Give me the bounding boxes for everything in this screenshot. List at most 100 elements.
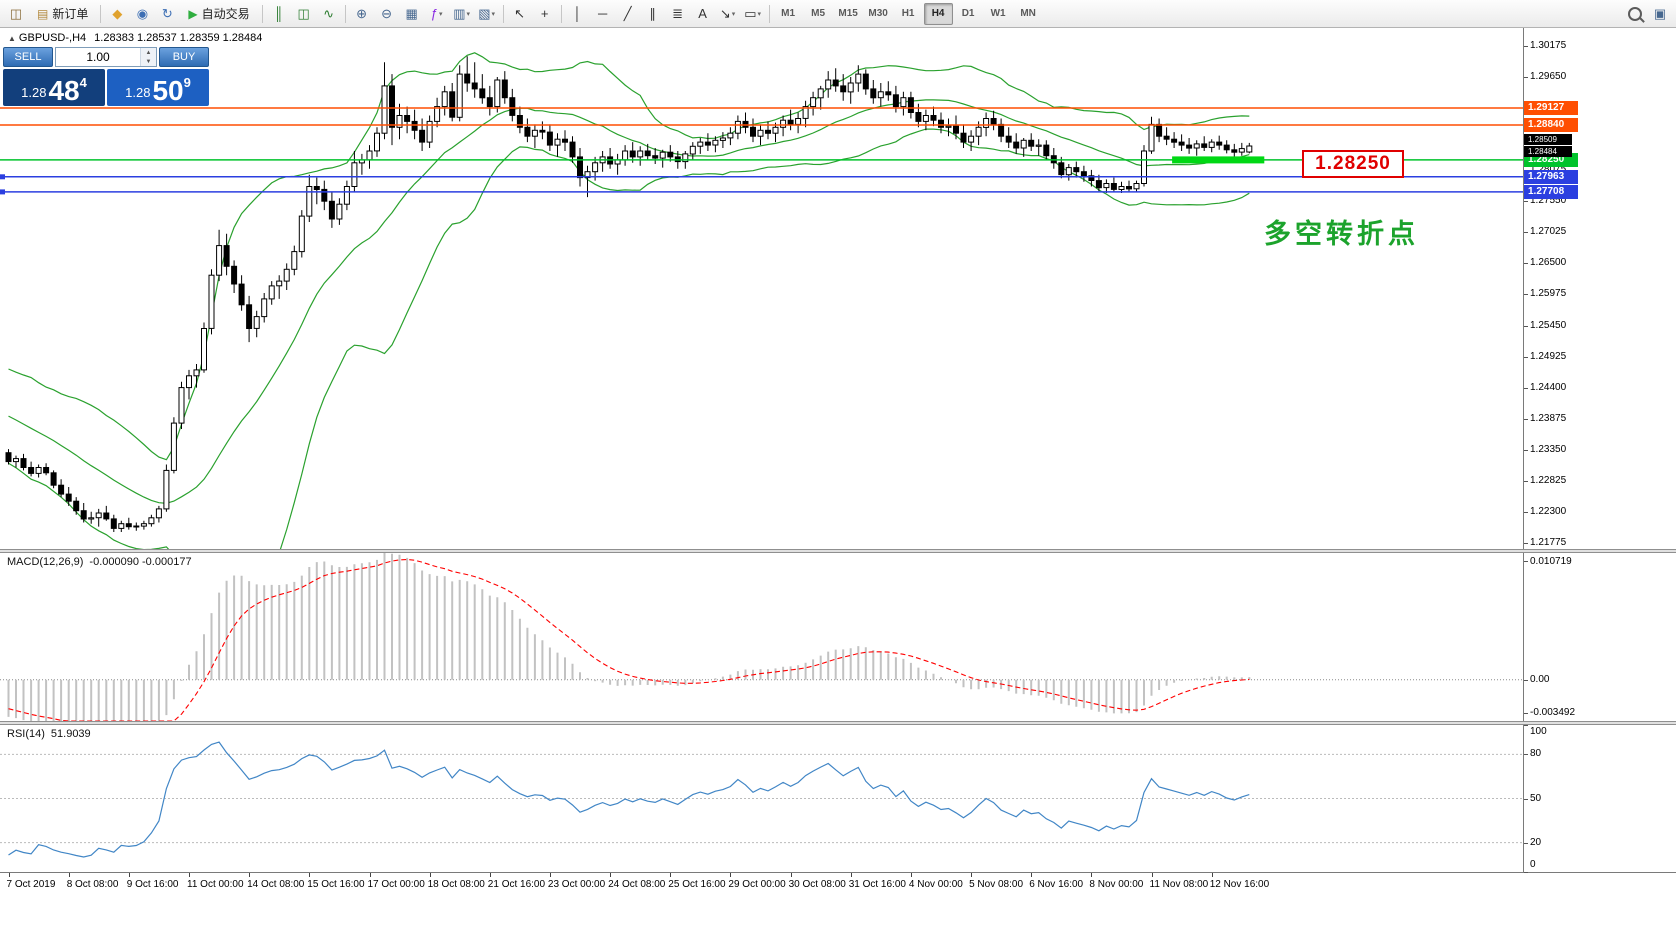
price-callout[interactable]: 1.28250 [1302,150,1404,178]
metaquotes-icon[interactable]: ◆ [112,5,123,21]
time-tick [610,873,612,877]
equidistant-channel-icon[interactable]: ∥ [649,5,656,21]
templates-icon[interactable]: ▧ ▾ [478,5,496,21]
time-tick [429,873,431,877]
timeframe-d1-button[interactable]: D1 [961,8,975,19]
bar-chart-icon[interactable]: ║ [274,6,284,21]
timeframe-m30-button[interactable]: M30 [868,8,888,19]
buy-button[interactable]: BUY [159,47,209,67]
zoom-out-icon[interactable]: ⊖ [381,5,393,21]
search-icon[interactable] [1623,2,1647,26]
timeframe-w1-button[interactable]: W1 [990,8,1006,19]
macd-signal-line [8,558,1250,721]
price-chart-panel: ▲ GBPUSD-,H4 1.28383 1.28537 1.28359 1.284… [0,28,1676,549]
arrows-icon[interactable]: ↘ ▾ [719,5,736,21]
time-tick [971,873,973,877]
price-axis-label: 1.22825 [1530,474,1567,486]
time-axis-label: 17 Oct 00:00 [367,879,425,890]
line-handle[interactable] [0,189,5,195]
time-axis-label: 8 Oct 08:00 [66,879,119,890]
line-handle[interactable] [0,174,5,180]
axis-tick [1524,77,1528,78]
axis-tick [1524,449,1528,451]
axis-tick [1524,713,1528,714]
refresh-icon[interactable]: ↻ [161,5,173,21]
chart-window-icon[interactable]: ◫ [9,5,23,21]
rsi-axis-label: 100 [1530,726,1547,737]
vertical-line-icon[interactable]: │ [573,6,582,21]
time-axis-label: 29 Oct 00:00 [728,879,786,890]
timeframe-mn-button[interactable]: MN [1020,8,1036,19]
rsi-axis: 100 80 50 20 0 [1523,725,1676,873]
level-price-badge: 1.27963 [1524,169,1578,184]
one-click-trading-panel: SELL 1.00 ▲ ▼ BUY 1.28 48 4 1.28 50 9 [3,47,209,106]
timeframe-h4-button[interactable]: H4 [923,2,953,25]
horizontal-line-icon[interactable]: ─ [598,6,608,21]
timeframe-m5-button[interactable]: M5 [811,8,826,19]
indicators-icon[interactable]: ƒ ▾ [430,6,443,21]
macd-canvas[interactable] [0,553,1523,721]
time-tick [1091,873,1093,877]
buy-price-box[interactable]: 1.28 50 9 [107,69,209,106]
price-axis-label: 1.30175 [1530,40,1567,51]
price-axis-label: 1.24925 [1530,350,1567,362]
text-label-icon[interactable]: A [698,6,707,21]
axis-tick [1524,46,1528,47]
new-window-icon[interactable]: ▣ [1653,5,1667,21]
crosshair-icon[interactable]: + [540,6,549,21]
autotrading-button[interactable]: ▶ 自动交易 [180,2,257,26]
panel-splitter[interactable] [0,721,1676,725]
price-chart-canvas[interactable] [0,28,1523,549]
axis-tick [1524,356,1528,358]
shapes-icon[interactable]: ▭ ▾ [744,5,762,21]
time-tick [910,873,912,877]
sell-price-box[interactable]: 1.28 48 4 [3,69,105,106]
highlighted-pivot-segment[interactable] [1172,156,1265,164]
line-chart-icon[interactable]: ∿ [323,5,335,21]
candlestick-chart-icon[interactable]: ◫ [297,5,310,21]
cursor-icon[interactable]: ↖ [514,5,526,21]
rsi-axis-label: 20 [1530,836,1542,848]
time-axis-label: 11 Nov 08:00 [1149,879,1209,890]
axis-tick [1524,201,1528,203]
panel-splitter[interactable] [0,549,1676,553]
lot-spinner[interactable]: ▲ ▼ [140,48,156,66]
level-price-badge: 1.29127 [1524,101,1578,115]
lot-size-value[interactable]: 1.00 [86,50,110,64]
price-axis: 1.301751.296501.291251.286001.280751.275… [1523,28,1676,549]
level-price-badge: 1.27708 [1524,184,1578,199]
timeframe-h1-button[interactable]: H1 [901,8,915,19]
timeframes-menu-icon[interactable]: ▥ ▾ [453,5,471,21]
time-axis-label: 18 Oct 08:00 [427,879,485,890]
rsi-canvas[interactable] [0,725,1523,872]
time-axis-label: 21 Oct 16:00 [487,879,546,890]
chevron-down-icon: ▾ [491,10,496,18]
symbol-info: ▲ GBPUSD-,H4 1.28383 1.28537 1.28359 1.284… [8,32,262,44]
spinner-down-icon[interactable]: ▼ [141,57,156,66]
annotation-text[interactable]: 多空转折点 [1264,219,1419,250]
tile-windows-icon[interactable]: ▦ [405,5,418,21]
autotrading-button-label: 自动交易 [201,7,250,21]
timeframe-m15-button[interactable]: M15 [838,8,858,19]
level-price-badge: 1.28840 [1524,118,1578,132]
trendline-icon[interactable]: ╱ [623,5,632,21]
price-axis-label: 1.26500 [1530,257,1567,269]
spinner-up-icon[interactable]: ▲ [141,48,156,57]
axis-tick [1524,294,1528,296]
time-axis-label: 15 Oct 16:00 [307,879,365,890]
new-order-button[interactable]: ▤ 新订单 [29,2,96,26]
lot-size-field[interactable]: 1.00 ▲ ▼ [55,47,157,67]
fibonacci-icon[interactable]: ≣ [672,5,684,21]
toolbar-separator [502,4,504,23]
timeframe-m1-button[interactable]: M1 [781,8,796,19]
sell-button[interactable]: SELL [3,47,53,67]
time-tick [850,873,852,877]
rsi-line [8,741,1250,858]
profiles-icon[interactable]: ◉ [136,5,149,21]
price-axis-label: 1.23350 [1530,443,1567,455]
time-axis-label: 30 Oct 08:00 [788,879,846,890]
time-axis-label: 4 Nov 00:00 [908,879,963,890]
candlesticks [5,56,1253,532]
zoom-in-icon[interactable]: ⊕ [356,5,368,21]
